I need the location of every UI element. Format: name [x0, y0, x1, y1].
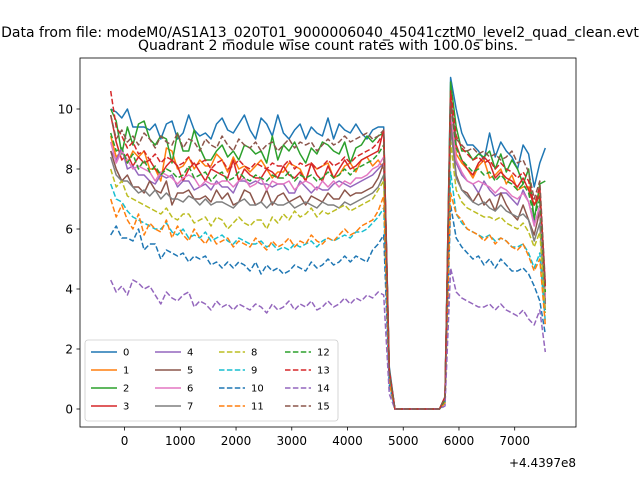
legend-box	[84, 339, 339, 422]
y-tick-label: 6	[65, 222, 73, 236]
x-tick-label: 2000	[221, 434, 252, 448]
legend-label-14: 14	[317, 384, 330, 395]
legend-label-12: 12	[317, 348, 330, 359]
chart-title: Quadrant 2 module wise count rates with …	[138, 38, 518, 54]
series-line-12	[109, 102, 547, 410]
series-line-8	[109, 141, 547, 410]
legend-label-3: 3	[123, 402, 129, 413]
legend-label-9: 9	[251, 366, 257, 377]
plot-series	[109, 76, 547, 410]
x-offset-label: +4.4397e8	[509, 456, 576, 470]
y-tick-label: 2	[65, 342, 73, 356]
legend-label-5: 5	[187, 366, 193, 377]
y-tick-label: 10	[58, 102, 73, 116]
legend-label-11: 11	[251, 402, 264, 413]
plot-frame	[79, 57, 577, 428]
series-line-0	[110, 76, 547, 410]
y-axis: 0 2 4 6 8 10	[58, 102, 80, 416]
series-line-13	[109, 90, 547, 410]
y-tick-label: 8	[65, 162, 73, 176]
series-line-7	[109, 126, 547, 410]
x-tick-label: 3000	[277, 434, 308, 448]
x-tick-label: 5000	[388, 434, 419, 448]
y-tick-label: 4	[65, 282, 73, 296]
x-axis: 0 1000 2000 3000 4000 5000 6000 7000	[121, 427, 530, 448]
series-line-15	[109, 102, 547, 410]
legend-label-4: 4	[187, 348, 193, 359]
legend-label-6: 6	[187, 384, 193, 395]
legend-label-13: 13	[317, 366, 330, 377]
x-tick-label: 6000	[444, 434, 475, 448]
legend-label-15: 15	[317, 402, 330, 413]
y-tick-label: 0	[65, 402, 73, 416]
series-line-14	[110, 267, 547, 410]
x-tick-label: 4000	[332, 434, 363, 448]
series-line-6	[109, 108, 547, 410]
legend-label-1: 1	[123, 366, 129, 377]
x-tick-label: 0	[121, 434, 129, 448]
series-line-11	[109, 192, 547, 410]
legend-label-2: 2	[123, 384, 129, 395]
legend-label-10: 10	[251, 384, 264, 395]
legend-label-8: 8	[251, 348, 257, 359]
legend-label-7: 7	[187, 402, 193, 413]
series-line-10	[110, 204, 547, 410]
x-tick-label: 7000	[499, 434, 530, 448]
series-line-1	[109, 96, 547, 410]
x-tick-label: 1000	[165, 434, 196, 448]
figure-suptitle: Data from file: modeM0/AS1A13_020T01_900…	[1, 25, 639, 41]
legend-label-0: 0	[123, 348, 129, 359]
